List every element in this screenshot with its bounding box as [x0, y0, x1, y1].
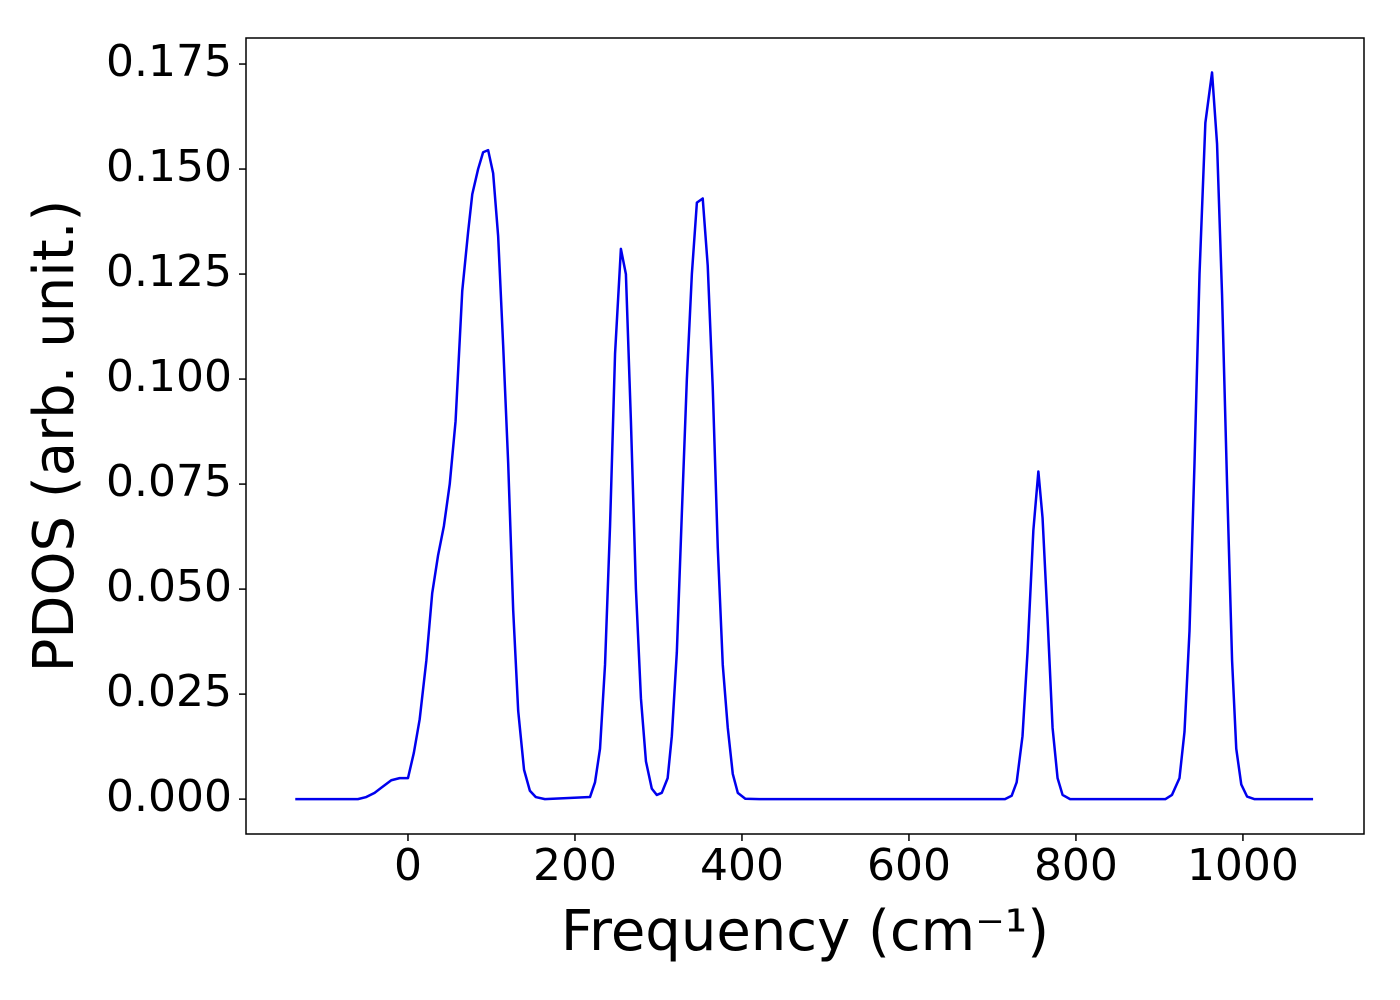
x-tick-label: 600 — [867, 840, 951, 891]
y-tick-label: 0.075 — [106, 456, 232, 507]
x-tick-label: 0 — [394, 840, 422, 891]
y-tick-label: 0.125 — [106, 246, 232, 297]
data-line — [295, 71, 1314, 801]
y-tick-label: 0.175 — [106, 36, 232, 87]
y-tick-label: 0.000 — [106, 771, 232, 822]
x-tick-label: 400 — [700, 840, 784, 891]
y-axis-label: PDOS (arb. unit.) — [22, 200, 87, 673]
x-tick-label: 200 — [533, 840, 617, 891]
x-tick-label: 800 — [1034, 840, 1118, 891]
x-axis-label: Frequency (cm⁻¹) — [561, 899, 1049, 964]
y-tick-label: 0.050 — [106, 561, 232, 612]
y-tick-label: 0.025 — [106, 666, 232, 717]
y-tick-label: 0.100 — [106, 351, 232, 402]
plot-frame — [245, 37, 1365, 835]
x-tick-label: 1000 — [1187, 840, 1299, 891]
y-tick-label: 0.150 — [106, 141, 232, 192]
